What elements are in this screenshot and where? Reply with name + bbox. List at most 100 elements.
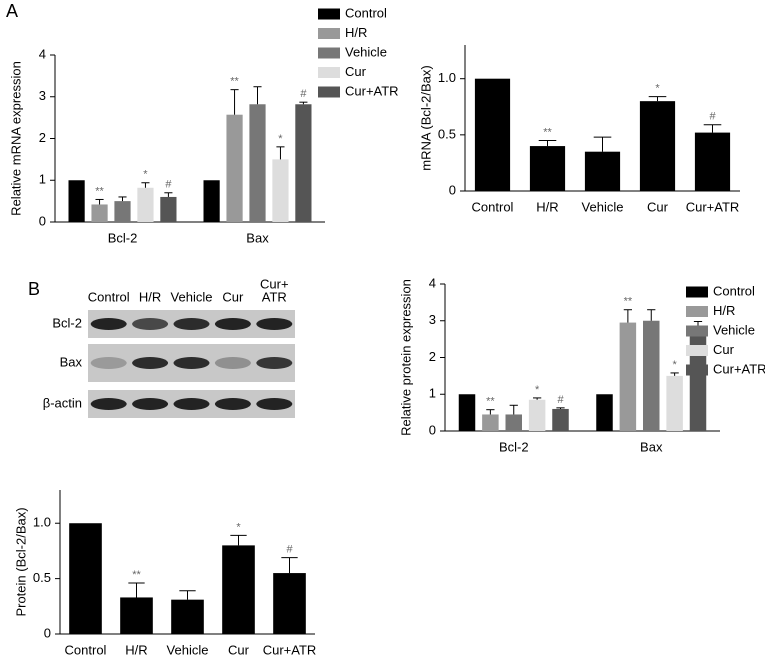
significance-label: * — [236, 521, 241, 533]
significance-label: * — [672, 359, 677, 371]
bar — [295, 104, 312, 222]
blot-band — [214, 318, 251, 330]
significance-label: ** — [543, 126, 552, 138]
bar — [528, 399, 546, 431]
y-tick-label: 0.5 — [33, 570, 51, 585]
bar — [639, 101, 676, 191]
significance-label: # — [557, 394, 564, 406]
blot-band — [214, 357, 251, 369]
y-tick-label: 4 — [429, 275, 436, 290]
legend-swatch — [318, 8, 340, 20]
legend-swatch — [318, 28, 340, 39]
legend-swatch — [686, 325, 708, 337]
bar — [160, 196, 177, 222]
legend-label: Cur — [713, 342, 735, 357]
bar — [666, 375, 683, 431]
blot-band — [256, 398, 293, 410]
y-tick-label: 4 — [39, 46, 46, 61]
significance-label: ** — [624, 296, 633, 308]
bar — [114, 201, 131, 222]
bar — [458, 394, 476, 431]
x-tick-label: H/R — [536, 199, 558, 214]
legend-label: Control — [345, 5, 387, 20]
blot-column-label: ATR — [262, 289, 287, 304]
y-tick-label: 1 — [39, 172, 46, 187]
significance-label: * — [278, 133, 283, 145]
y-tick-label: 0 — [429, 422, 436, 437]
significance-label: # — [165, 179, 172, 191]
bar — [68, 180, 85, 222]
y-tick-label: 0 — [449, 182, 456, 197]
y-tick-label: 3 — [39, 88, 46, 103]
significance-label: # — [709, 111, 716, 123]
blot-row-label: Bax — [60, 354, 83, 369]
y-tick-label: 0.5 — [438, 126, 456, 141]
legend-label: Control — [713, 283, 755, 298]
bar — [226, 114, 243, 222]
blot-row-label: β-actin — [43, 395, 82, 410]
blot-band — [132, 357, 169, 369]
y-tick-label: 0 — [44, 625, 51, 640]
blot-column-label: Cur+ — [260, 276, 289, 291]
bar — [643, 320, 660, 431]
blot-column-label: Cur — [222, 289, 244, 304]
bar — [91, 204, 108, 222]
blot-band — [90, 357, 127, 369]
bar — [474, 78, 511, 191]
bar — [529, 146, 566, 191]
bar — [249, 104, 266, 222]
legend-label: Vehicle — [713, 322, 755, 337]
bar — [273, 573, 306, 634]
bar — [584, 151, 621, 191]
blot-band — [173, 398, 210, 410]
significance-label: # — [286, 543, 293, 555]
legend-swatch — [686, 286, 708, 298]
blot-band — [132, 318, 169, 330]
bar — [171, 599, 204, 634]
y-tick-label: 3 — [429, 312, 436, 327]
x-tick-label: Cur — [647, 199, 669, 214]
x-tick-label: Vehicle — [167, 642, 209, 657]
x-tick-label: Control — [65, 642, 107, 657]
y-axis-label: Relative protein expression — [398, 279, 413, 436]
y-tick-label: 1.0 — [33, 515, 51, 530]
bar — [482, 414, 499, 431]
y-axis-label: Protein (Bcl-2/Bax) — [13, 507, 28, 616]
bar — [137, 187, 154, 222]
bar — [69, 523, 102, 634]
bar — [619, 322, 637, 431]
blot-column-label: Vehicle — [171, 289, 213, 304]
x-tick-label: Cur+ATR — [686, 199, 740, 214]
panel-label: A — [6, 1, 18, 21]
y-tick-label: 1.0 — [438, 70, 456, 85]
legend-swatch — [318, 67, 340, 78]
x-tick-label: Bax — [640, 439, 663, 454]
bar — [222, 545, 255, 634]
bar — [694, 132, 731, 191]
significance-label: * — [655, 83, 660, 95]
blot-band — [256, 357, 293, 369]
legend-swatch — [686, 364, 708, 376]
x-tick-label: Vehicle — [582, 199, 624, 214]
significance-label: ** — [132, 569, 141, 581]
legend-label: H/R — [713, 303, 735, 318]
blot-band — [90, 318, 127, 330]
significance-label: * — [535, 384, 540, 396]
significance-label: # — [300, 88, 307, 100]
panel-label: B — [28, 279, 40, 299]
y-tick-label: 0 — [39, 213, 46, 228]
blot-band — [256, 318, 293, 330]
blot-row-label: Bcl-2 — [52, 315, 82, 330]
y-axis-label: mRNA (Bcl-2/Bax) — [418, 65, 433, 170]
legend-swatch — [686, 345, 708, 356]
x-tick-label: Bcl-2 — [499, 439, 529, 454]
y-axis-label: Relative mRNA expression — [8, 61, 23, 216]
blot-band — [214, 398, 251, 410]
x-tick-label: Bax — [246, 230, 269, 245]
blot-band — [90, 398, 127, 410]
legend-label: Cur+ATR — [713, 361, 765, 376]
bar — [203, 180, 220, 222]
legend-swatch — [318, 86, 340, 98]
significance-label: ** — [230, 76, 239, 88]
